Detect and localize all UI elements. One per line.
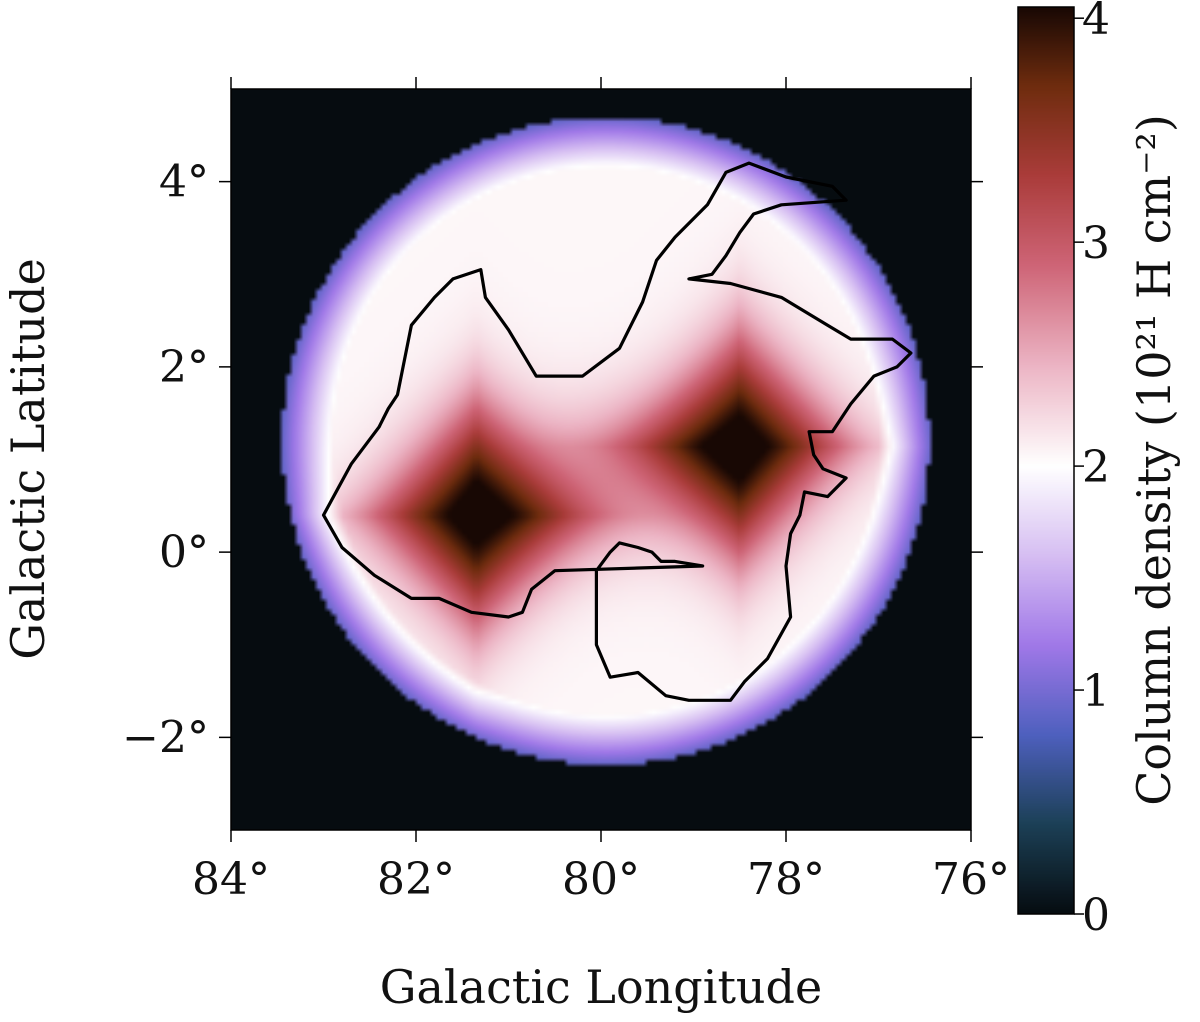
y-axis-title: Galactic Latitude [1, 258, 55, 660]
x-axis-title: Galactic Longitude [380, 960, 822, 1014]
y-tick-label: 4° [159, 157, 209, 208]
y-tick-label: 0° [159, 527, 209, 578]
colorbar-label: Column density (10²¹ H cm⁻²) [1127, 114, 1181, 806]
x-tick-label: 76° [932, 854, 1010, 905]
colorbar: 0 1 2 3 4 Column density (10²¹ H cm⁻²) [1017, 0, 1181, 941]
x-tick-label: 80° [562, 854, 640, 905]
x-tick-label: 78° [747, 854, 825, 905]
colorbar-tick-label: 1 [1082, 666, 1110, 717]
x-axis-ticks: 84° 82° 80° 78° 76° [192, 77, 1010, 905]
colorbar-tick-label: 4 [1082, 0, 1110, 45]
colorbar-tick-label: 0 [1082, 890, 1110, 941]
column-density-heatmap [231, 89, 971, 830]
plot-area [230, 88, 972, 831]
colorbar-tick-label: 2 [1082, 442, 1110, 493]
density-contour-line [321, 161, 913, 702]
colorbar-gradient [1018, 7, 1074, 914]
colorbar-tick-label: 3 [1082, 218, 1110, 269]
x-tick-label: 84° [192, 854, 270, 905]
y-axis-ticks: 4° 2° 0° −2° [122, 157, 983, 763]
x-tick-label: 82° [377, 854, 455, 905]
colorbar-ticks: 0 1 2 3 4 [1074, 0, 1110, 941]
y-tick-label: 2° [159, 342, 209, 393]
colorbar-frame [1017, 6, 1075, 915]
y-tick-label: −2° [122, 712, 209, 763]
